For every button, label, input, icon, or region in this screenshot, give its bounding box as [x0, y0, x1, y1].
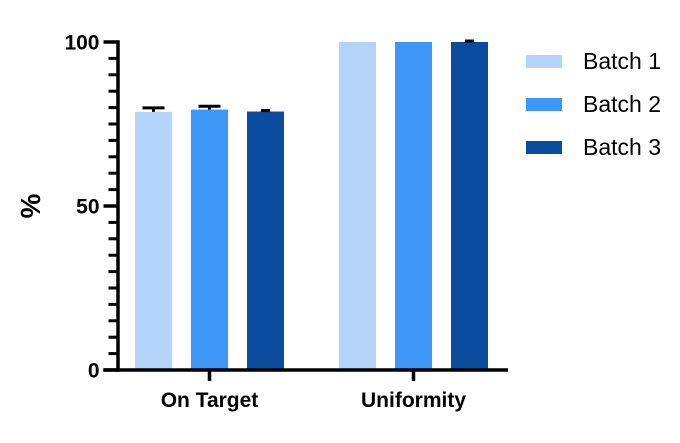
y-axis-title: %: [15, 193, 46, 218]
bar-batch-2-on-target: [191, 109, 228, 371]
x-category-label-uniformity: Uniformity: [361, 389, 466, 412]
x-category-label-on-target: On Target: [161, 389, 259, 412]
legend-label-batch-2: Batch 2: [583, 91, 661, 117]
legend-item-batch-2: Batch 2: [526, 91, 661, 117]
bar-batch-3-on-target: [247, 111, 284, 370]
legend-item-batch-1: Batch 1: [526, 48, 661, 74]
y-tick-label: 0: [88, 360, 100, 383]
bar-batch-2-uniformity: [395, 42, 432, 370]
legend-label-batch-3: Batch 3: [583, 134, 661, 160]
legend-swatch-batch-1: [526, 54, 562, 68]
bar-batch-3-uniformity: [451, 42, 488, 370]
y-tick-label: 50: [76, 196, 99, 219]
y-tick-label: 100: [64, 32, 99, 55]
legend-swatch-batch-3: [526, 140, 562, 154]
legend-label-batch-1: Batch 1: [583, 48, 661, 74]
bar-batch-1-uniformity: [339, 42, 376, 370]
legend-item-batch-3: Batch 3: [526, 134, 661, 160]
legend-swatch-batch-2: [526, 97, 562, 111]
legend: Batch 1 Batch 2 Batch 3: [526, 48, 661, 177]
bar-batch-1-on-target: [135, 111, 172, 370]
